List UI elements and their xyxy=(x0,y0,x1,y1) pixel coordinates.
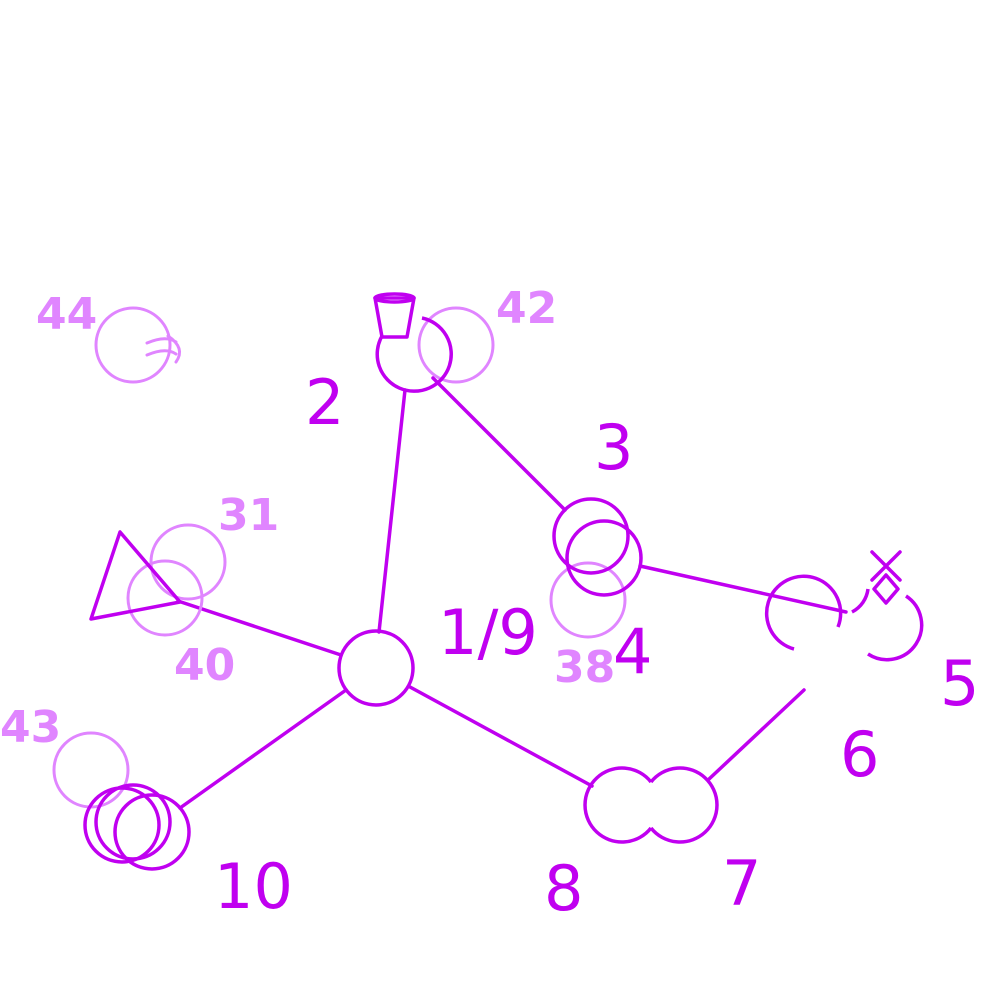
ghost-node-31 xyxy=(149,523,227,601)
cup-icon xyxy=(373,296,416,339)
ghost-nodes xyxy=(52,306,627,809)
edge-1-triangle xyxy=(176,599,343,657)
ghost-node-40 xyxy=(126,559,204,637)
ghost-label-40: 40 xyxy=(174,640,235,691)
ghost-label-43: 43 xyxy=(0,702,61,753)
edge-7-6 xyxy=(706,688,806,782)
node-2 xyxy=(373,292,453,393)
ghost-label-42: 42 xyxy=(496,283,557,334)
hook-icon xyxy=(145,334,182,364)
ghost-labels: 44 42 31 40 38 43 xyxy=(0,283,615,753)
ghost-node-42 xyxy=(417,306,495,384)
label-6: 6 xyxy=(840,718,879,791)
label-1-9: 1/9 xyxy=(438,596,538,669)
triangle-icon xyxy=(89,530,182,621)
label-8: 8 xyxy=(544,852,583,925)
node-6 xyxy=(764,574,843,651)
edge-4-5 xyxy=(638,564,848,614)
nodes xyxy=(83,292,924,871)
edge-1-8 xyxy=(408,685,594,788)
label-4: 4 xyxy=(613,615,652,688)
label-2: 2 xyxy=(305,366,344,439)
ghost-node-43 xyxy=(52,731,130,809)
ghost-label-38: 38 xyxy=(554,642,615,693)
triangle-node xyxy=(89,530,182,621)
edge-1-2 xyxy=(377,388,407,634)
edge-2-3 xyxy=(431,376,567,512)
node-10 xyxy=(83,783,191,871)
cross-diamond-icon xyxy=(870,550,902,605)
edges xyxy=(176,376,848,810)
node-labels: 1/9 2 3 4 5 6 7 8 10 xyxy=(214,366,979,925)
node-1-9 xyxy=(337,629,415,707)
label-10: 10 xyxy=(214,850,293,923)
ghost-label-31: 31 xyxy=(218,490,279,541)
label-5: 5 xyxy=(940,647,979,720)
label-7: 7 xyxy=(722,847,761,920)
edge-1-10 xyxy=(178,688,348,810)
node-7-8 xyxy=(583,766,719,844)
node-3 xyxy=(552,497,643,597)
label-3: 3 xyxy=(594,411,633,484)
node-5 xyxy=(851,550,924,662)
ghost-node-44 xyxy=(94,306,182,384)
ghost-label-44: 44 xyxy=(36,289,97,340)
ghost-node-38 xyxy=(549,561,627,639)
